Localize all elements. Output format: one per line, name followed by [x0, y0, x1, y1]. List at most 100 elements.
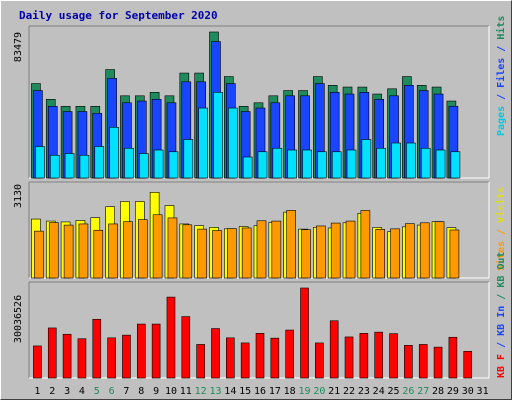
pages-bar-day-15 [242, 156, 253, 179]
kbf-bar-day-26 [404, 345, 413, 379]
day-tick-label-21: 21 [328, 386, 340, 397]
day-tick-label-22: 22 [343, 386, 355, 397]
kbf-bar-day-14 [226, 337, 235, 379]
kbf-bar-day-23 [359, 333, 369, 379]
kbf-bar-day-29 [448, 336, 458, 379]
legend-kbf-kbin-kbout-segment-4: KB Out [496, 252, 507, 288]
sites-bar-day-29 [449, 229, 460, 279]
day-tick-label-31: 31 [477, 386, 489, 397]
kbf-bar-day-5 [92, 318, 102, 379]
sites-bar-day-6 [108, 223, 118, 279]
kbf-bar-day-21 [329, 320, 339, 379]
legend-pages-files-hits-segment-1: / [496, 88, 507, 106]
pages-bar-day-13 [213, 92, 223, 179]
day-tick-label-12: 12 [195, 386, 207, 397]
pages-bar-day-22 [346, 149, 357, 179]
sites-bar-day-9 [152, 214, 163, 279]
day-tick-label-7: 7 [123, 386, 129, 397]
legend-kbf-kbin-kbout: KB F / KB In / KB Out [496, 252, 507, 378]
panel-3-max-label: 30036526 [13, 295, 24, 343]
kbf-bar-day-12 [196, 344, 205, 379]
pages-bar-day-8 [138, 153, 149, 179]
kbf-bar-day-20 [315, 342, 324, 379]
pages-bar-day-21 [331, 151, 342, 179]
pages-bar-day-2 [49, 154, 60, 179]
chart-title: Daily usage for September 2020 [19, 9, 218, 22]
sites-bar-day-26 [405, 223, 415, 279]
sites-bar-day-4 [78, 223, 89, 279]
pages-bar-day-25 [391, 142, 401, 179]
day-tick-label-17: 17 [269, 386, 281, 397]
pages-bar-day-7 [124, 147, 134, 179]
kbf-bar-day-10 [166, 296, 176, 379]
legend-sites-visits-segment-0: Sites [495, 241, 507, 271]
pages-bar-day-3 [64, 153, 75, 179]
pages-bar-day-23 [361, 139, 372, 179]
pages-bar-day-24 [376, 147, 387, 179]
kbf-bar-day-30 [463, 351, 473, 379]
day-tick-label-28: 28 [432, 386, 444, 397]
day-tick-label-15: 15 [239, 386, 251, 397]
pages-bar-day-28 [435, 149, 446, 179]
legend-pages-files-hits-segment-4: Hits [495, 16, 507, 40]
kbf-bar-day-24 [374, 331, 384, 379]
sites-bar-day-16 [256, 220, 267, 279]
day-tick-label-23: 23 [358, 386, 370, 397]
kbf-bar-day-6 [107, 337, 116, 379]
panel-2-max-label: 3130 [13, 184, 24, 208]
day-tick-label-20: 20 [313, 386, 325, 397]
sites-bar-day-10 [167, 217, 178, 279]
day-tick-label-18: 18 [284, 386, 296, 397]
kbf-bar-day-22 [344, 336, 354, 379]
kbf-bar-day-8 [136, 323, 146, 379]
sites-bar-day-17 [271, 220, 282, 279]
legend-sites-visits-segment-2: Visits [495, 187, 507, 223]
pages-bar-day-4 [79, 154, 90, 179]
pages-bar-day-19 [302, 149, 312, 179]
day-tick-label-29: 29 [447, 386, 459, 397]
kbf-bar-day-3 [62, 333, 72, 379]
kbf-bar-day-13 [211, 328, 220, 379]
pages-bar-day-12 [198, 107, 208, 179]
day-tick-label-9: 9 [153, 386, 159, 397]
day-tick-label-30: 30 [462, 386, 474, 397]
pages-bar-day-16 [257, 151, 268, 179]
day-tick-label-14: 14 [224, 386, 236, 397]
pages-bar-day-27 [420, 147, 431, 179]
sites-bar-day-5 [93, 229, 104, 279]
kbf-bar-day-27 [418, 344, 428, 379]
legend-kbf-kbin-kbout-segment-2: KB In [496, 306, 507, 336]
legend-kbf-kbin-kbout-segment-1: / [496, 336, 507, 354]
pages-bar-day-18 [287, 149, 297, 179]
sites-bar-day-28 [434, 221, 445, 279]
panel-1-max-label: 83479 [13, 32, 24, 62]
pages-bar-day-11 [183, 139, 194, 179]
pages-bar-day-9 [153, 149, 164, 179]
sites-bar-day-22 [345, 220, 356, 279]
sites-bar-day-11 [182, 224, 193, 279]
pages-bar-day-5 [94, 146, 105, 179]
legend-kbf-kbin-kbout-segment-0: KB F [496, 354, 507, 378]
day-tick-label-11: 11 [180, 386, 192, 397]
legend-pages-files-hits-segment-0: Pages [496, 106, 507, 136]
day-tick-label-16: 16 [254, 386, 266, 397]
kbf-bar-day-11 [181, 316, 191, 379]
sites-bar-day-25 [390, 228, 400, 279]
kbf-bar-day-7 [122, 334, 131, 379]
sites-bar-day-21 [330, 222, 341, 279]
pages-bar-day-17 [272, 147, 283, 179]
day-tick-label-19: 19 [298, 386, 310, 397]
day-tick-label-3: 3 [64, 386, 70, 397]
kbf-bar-day-9 [151, 323, 161, 379]
sites-bar-day-19 [301, 229, 311, 279]
day-tick-label-26: 26 [402, 386, 414, 397]
pages-bar-day-1 [35, 146, 45, 179]
sites-bar-day-1 [34, 230, 44, 279]
sites-bar-day-15 [241, 227, 252, 279]
sites-bar-day-2 [48, 222, 59, 279]
kbf-bar-day-15 [240, 342, 250, 379]
kbf-bar-day-25 [389, 333, 398, 379]
legend-pages-files-hits-segment-3: / [496, 40, 507, 58]
sites-bar-day-12 [197, 228, 207, 279]
